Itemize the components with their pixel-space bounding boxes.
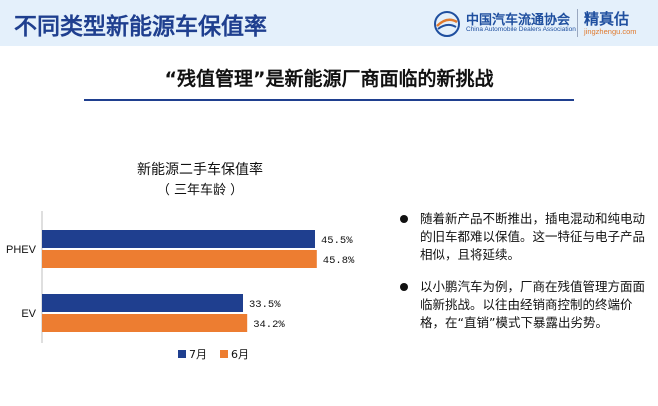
subtitle-underline: [84, 99, 574, 101]
data-label: 45.8%: [323, 255, 355, 267]
bullet-item: 以小鹏汽车为例，厂商在残值管理方面面临新挑战。以往由经销商控制的终端价格，在“直…: [398, 278, 648, 332]
data-label: 34.2%: [253, 319, 285, 331]
bar-chart: PHEV 45.5% 45.8% EV 33.5% 34.2% 7月 6月: [6, 211, 355, 361]
chart-title: 新能源二手车保值率: [137, 162, 263, 178]
bullet-text: 以小鹏汽车为例，厂商在残值管理方面面临新挑战。以往由经销商控制的终端价格，在“直…: [420, 279, 646, 330]
logo-cn-text: 中国汽车流通协会: [466, 13, 571, 28]
logo-en-text: China Automobile Dealers Association: [466, 26, 576, 33]
bullet-dot-icon: [400, 283, 408, 291]
logo-area: 中国汽车流通协会 China Automobile Dealers Associ…: [432, 6, 652, 40]
header-bar: [0, 0, 658, 46]
bullet-item: 随着新产品不断推出，插电混动和纯电动的旧车都难以保值。这一特征与电子产品相似，且…: [398, 210, 648, 264]
bar: [42, 294, 243, 312]
logo2-cn-text: 精真估: [584, 10, 630, 28]
bullet-list: 随着新产品不断推出，插电混动和纯电动的旧车都难以保值。这一特征与电子产品相似，且…: [398, 210, 648, 346]
bar: [42, 230, 315, 248]
logo-divider: [577, 9, 578, 37]
data-label: 45.5%: [321, 235, 353, 247]
data-label: 33.5%: [249, 299, 281, 311]
legend-label: 6月: [231, 348, 249, 361]
legend-swatch: [178, 350, 186, 358]
bar: [42, 314, 248, 332]
bar: [42, 250, 317, 268]
slide-subtitle: “残值管理”是新能源厂商面临的新挑战: [164, 68, 494, 90]
category-label: PHEV: [6, 244, 37, 256]
category-label: EV: [21, 308, 36, 320]
bullet-text: 随着新产品不断推出，插电混动和纯电动的旧车都难以保值。这一特征与电子产品相似，且…: [420, 211, 646, 262]
page-title: 不同类型新能源车保值率: [14, 14, 267, 40]
bullet-dot-icon: [400, 215, 408, 223]
chart-subtitle: （ 三年车龄 ）: [156, 183, 244, 198]
cada-logo-icon: [434, 11, 460, 37]
logo2-url-text: jingzhengu.com: [584, 27, 637, 36]
legend-label: 7月: [189, 348, 207, 361]
legend-swatch: [220, 350, 228, 358]
